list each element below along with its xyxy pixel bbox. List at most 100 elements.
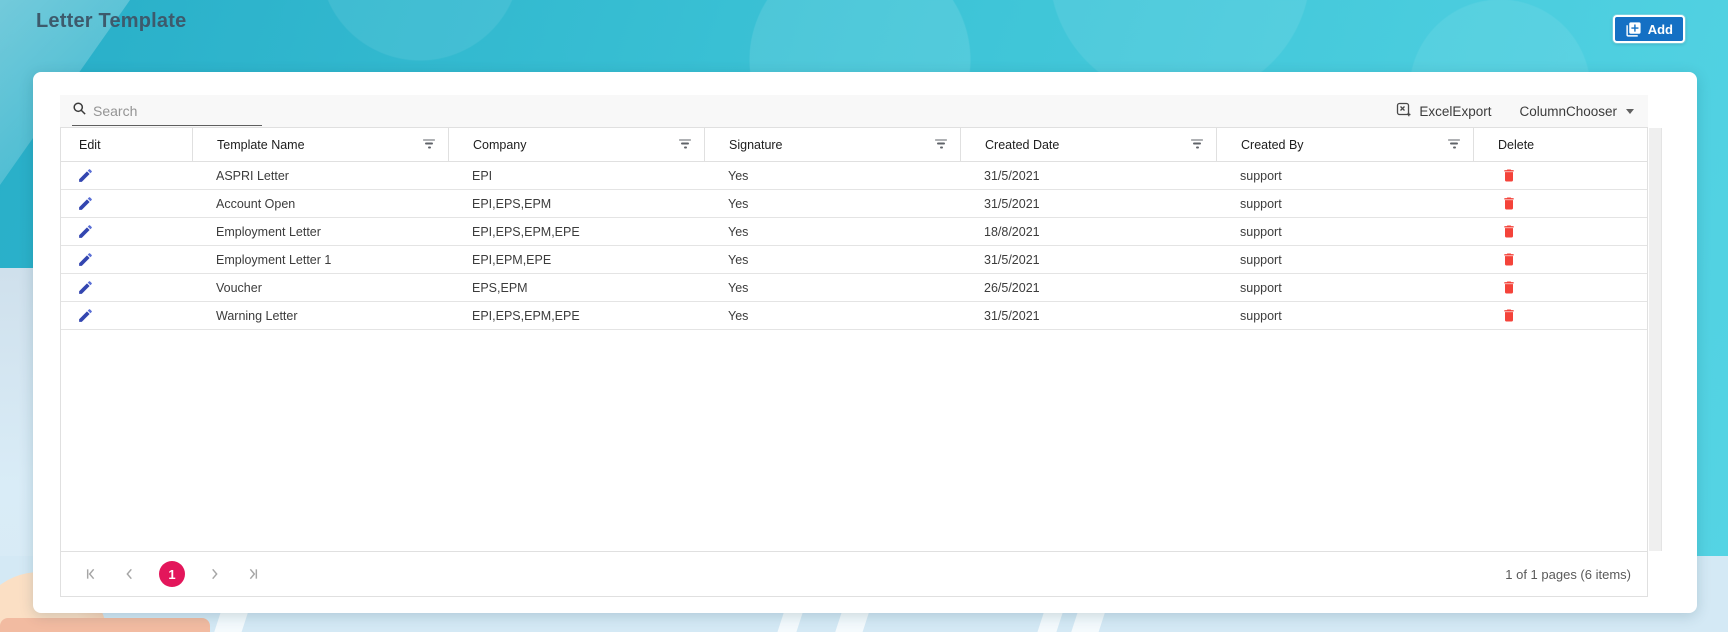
next-page-button[interactable] <box>204 564 224 584</box>
cell-created-by: support <box>1240 252 1282 267</box>
filter-icon[interactable] <box>679 139 691 150</box>
cell-company: EPI <box>472 168 493 183</box>
delete-button[interactable] <box>1499 193 1519 214</box>
cell-template-name: Account Open <box>216 196 296 211</box>
column-chooser-label: ColumnChooser <box>1519 103 1617 119</box>
cell-edit <box>61 162 192 189</box>
add-button[interactable]: Add <box>1612 15 1685 43</box>
cell-company: EPI,EPM,EPE <box>472 252 552 267</box>
table-row: Warning Letter EPI,EPS,EPM,EPE Yes 31/5/… <box>61 302 1647 330</box>
cell-company: EPI,EPS,EPM <box>472 196 552 211</box>
filter-icon[interactable] <box>1448 139 1460 150</box>
cell-signature: Yes <box>728 224 749 239</box>
pager: 1 1 of 1 pages (6 items) <box>61 551 1647 596</box>
cell-created-by: support <box>1240 168 1282 183</box>
cell-delete <box>1473 246 1647 273</box>
search-box <box>72 96 262 126</box>
cell-template-name: ASPRI Letter <box>216 168 289 183</box>
delete-button[interactable] <box>1499 277 1519 298</box>
cell-created-by: support <box>1240 224 1282 239</box>
column-header-company[interactable]: Company <box>448 128 704 161</box>
cell-edit <box>61 190 192 217</box>
cell-signature: Yes <box>728 280 749 295</box>
cell-created-by: support <box>1240 196 1282 211</box>
search-input[interactable] <box>93 102 253 119</box>
column-header-created-by[interactable]: Created By <box>1216 128 1473 161</box>
previous-page-button[interactable] <box>120 564 140 584</box>
cell-created-date: 31/5/2021 <box>984 196 1040 211</box>
edit-button[interactable] <box>75 249 96 270</box>
cell-created-date: 31/5/2021 <box>984 252 1040 267</box>
column-chooser-button[interactable]: ColumnChooser <box>1519 104 1634 119</box>
chevron-down-icon <box>1626 108 1634 114</box>
cell-delete <box>1473 190 1647 217</box>
scrollbar-track <box>1649 128 1662 551</box>
column-header-edit: Edit <box>79 137 101 152</box>
cell-company: EPI,EPS,EPM,EPE <box>472 308 580 323</box>
cell-created-date: 31/5/2021 <box>984 168 1040 183</box>
delete-icon <box>1504 309 1514 322</box>
cell-delete <box>1473 302 1647 329</box>
delete-icon <box>1504 225 1514 238</box>
cell-template-name: Employment Letter <box>216 224 321 239</box>
column-header-delete: Delete <box>1473 128 1647 161</box>
column-header-signature[interactable]: Signature <box>704 128 960 161</box>
filter-icon[interactable] <box>1191 139 1203 150</box>
edit-button[interactable] <box>75 221 96 242</box>
edit-icon <box>79 197 92 210</box>
cell-created-date: 26/5/2021 <box>984 280 1040 295</box>
column-header-template-name[interactable]: Template Name <box>192 128 448 161</box>
delete-icon <box>1504 253 1514 266</box>
cell-edit <box>61 218 192 245</box>
delete-button[interactable] <box>1499 165 1519 186</box>
delete-icon <box>1504 281 1514 294</box>
pager-summary: 1 of 1 pages (6 items) <box>1505 566 1631 582</box>
page-1-button[interactable]: 1 <box>159 561 185 587</box>
cell-created-date: 31/5/2021 <box>984 308 1040 323</box>
letter-template-card: ExcelExport ColumnChooser Edit Template … <box>33 72 1697 613</box>
edit-button[interactable] <box>75 165 96 186</box>
cell-signature: Yes <box>728 196 749 211</box>
cell-template-name: Warning Letter <box>216 308 298 323</box>
data-grid: Edit Template Name Company Signature Cre… <box>60 127 1662 597</box>
cell-delete <box>1473 274 1647 301</box>
cell-template-name: Voucher <box>216 280 262 295</box>
filter-icon[interactable] <box>935 139 947 150</box>
filter-icon[interactable] <box>423 139 435 150</box>
column-header-created-date[interactable]: Created Date <box>960 128 1216 161</box>
pager-nav: 1 <box>81 561 263 587</box>
cell-signature: Yes <box>728 252 749 267</box>
delete-icon <box>1504 169 1514 182</box>
table-row: ASPRI Letter EPI Yes 31/5/2021 support <box>61 162 1647 190</box>
table-row: Employment Letter EPI,EPS,EPM,EPE Yes 18… <box>61 218 1647 246</box>
first-page-button[interactable] <box>81 564 101 584</box>
excel-export-icon <box>1396 102 1412 121</box>
edit-button[interactable] <box>75 305 96 326</box>
delete-button[interactable] <box>1499 221 1519 242</box>
table-header-row: Edit Template Name Company Signature Cre… <box>61 128 1647 161</box>
cell-company: EPI,EPS,EPM,EPE <box>472 224 580 239</box>
search-icon <box>72 101 87 121</box>
delete-button[interactable] <box>1499 249 1519 270</box>
delete-icon <box>1504 197 1514 210</box>
edit-icon <box>79 169 92 182</box>
edit-button[interactable] <box>75 277 96 298</box>
cell-signature: Yes <box>728 308 749 323</box>
delete-button[interactable] <box>1499 305 1519 326</box>
cell-created-by: support <box>1240 280 1282 295</box>
cell-company: EPS,EPM <box>472 280 528 295</box>
edit-icon <box>79 281 92 294</box>
cell-delete <box>1473 162 1647 189</box>
excel-export-label: ExcelExport <box>1419 103 1492 119</box>
edit-button[interactable] <box>75 193 96 214</box>
cell-edit <box>61 246 192 273</box>
last-page-button[interactable] <box>243 564 263 584</box>
cell-created-by: support <box>1240 308 1282 323</box>
cell-created-date: 18/8/2021 <box>984 224 1040 239</box>
table-row: Voucher EPS,EPM Yes 26/5/2021 support <box>61 274 1647 302</box>
cell-edit <box>61 302 192 329</box>
edit-icon <box>79 225 92 238</box>
edit-icon <box>79 309 92 322</box>
excel-export-button[interactable]: ExcelExport <box>1396 102 1491 121</box>
cell-edit <box>61 274 192 301</box>
